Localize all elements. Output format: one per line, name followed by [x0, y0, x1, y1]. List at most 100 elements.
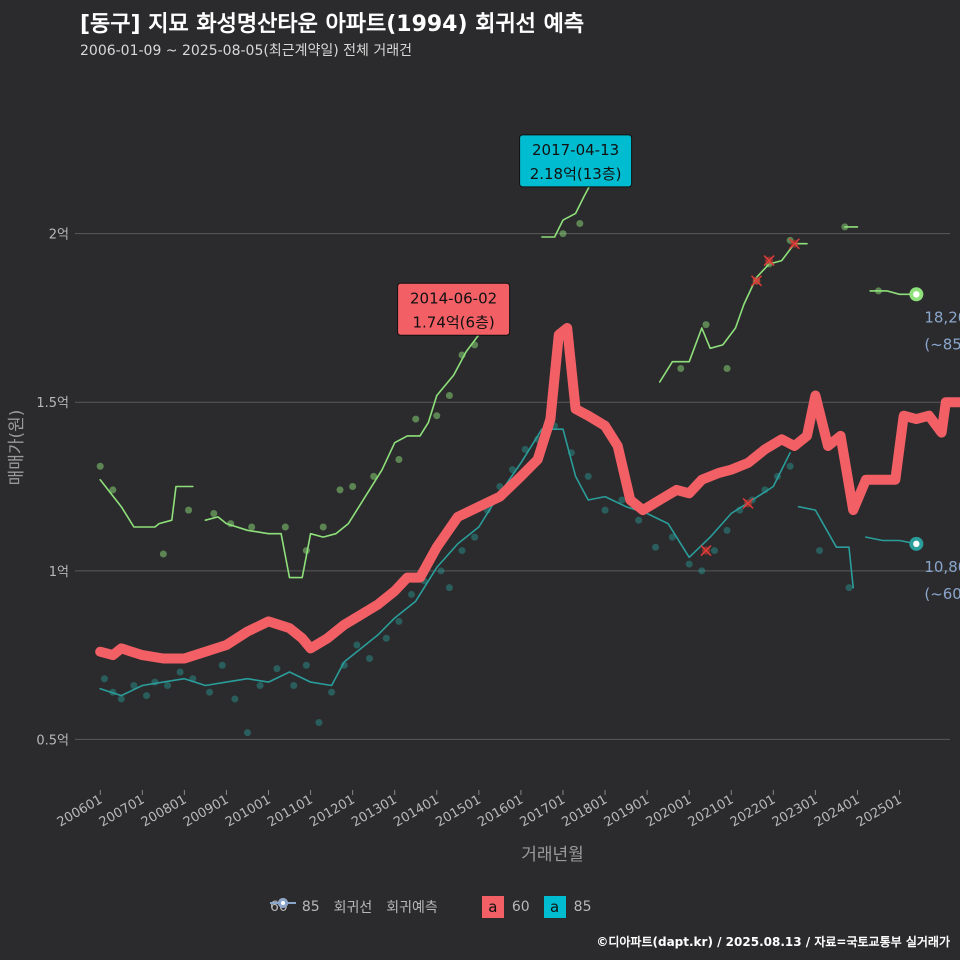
x-mark-cross	[700, 545, 712, 557]
scatter-point-85	[319, 523, 327, 531]
regression-x-mark	[750, 275, 763, 287]
x-tick-label: 201001	[223, 792, 273, 830]
scatter-point-85	[96, 462, 104, 470]
regression-x-mark	[788, 238, 800, 250]
y-axis-title: 매매가(원)	[7, 410, 27, 486]
scatter-point-60	[601, 506, 609, 514]
scatter-point-60	[273, 665, 281, 673]
x-tick-label: 202001	[644, 792, 694, 830]
series-line-85	[658, 242, 808, 383]
scatter-point-60	[315, 719, 323, 727]
annotation-date: 2017-04-13	[532, 141, 619, 159]
scatter-point-60	[130, 681, 138, 689]
y-tick-label: 1억	[49, 565, 69, 580]
scatter-point-60	[698, 567, 706, 575]
series-line-85	[99, 479, 194, 528]
x-mark-cross	[763, 255, 775, 267]
scatter-point-60	[117, 695, 125, 703]
scatter-point-60	[723, 526, 731, 534]
annotation-label-a2: 2017-04-13 2.18억(13층)	[519, 134, 633, 188]
legend-box-label-60: 60	[511, 899, 530, 915]
scatter-point-60	[256, 681, 264, 689]
scatter-point-60	[668, 533, 676, 541]
scatter-point-85	[159, 550, 167, 558]
regression-x-mark	[742, 497, 754, 509]
scatter-point-60	[395, 617, 403, 625]
series-line-60	[865, 536, 918, 545]
series-line-85	[204, 334, 480, 579]
x-tick-label: 200701	[97, 792, 147, 830]
scatter-point-60	[408, 590, 416, 598]
scatter-point-85	[281, 523, 289, 531]
scatter-point-85	[412, 415, 420, 423]
x-axis-title: 거래년월	[521, 845, 584, 865]
scatter-point-60	[635, 516, 643, 524]
scatter-point-85	[185, 506, 193, 514]
annotation-box	[397, 282, 511, 336]
legend-item-85: 85	[270, 898, 320, 915]
scatter-point-85	[433, 412, 441, 420]
x-tick-label: 201301	[349, 792, 399, 830]
legend-item-regression: 회귀선	[270, 897, 372, 917]
scatter-point-60	[521, 445, 529, 453]
scatter-point-60	[302, 661, 310, 669]
x-tick-label: 201601	[475, 792, 525, 830]
scatter-point-60	[353, 641, 361, 649]
regression-x-mark	[763, 255, 775, 267]
x-tick-label: 202301	[770, 792, 820, 830]
chart-title: [동구] 지묘 화성명산타운 아파트(1994) 회귀선 예측	[80, 12, 585, 37]
legend-label-prediction: 회귀예측	[386, 900, 438, 916]
end-point-center	[913, 540, 920, 548]
legend-key-prediction	[270, 898, 296, 908]
chart-subtitle: 2006-01-09 ~ 2025-08-05(최근계약일) 전체 거래건	[80, 43, 412, 59]
scatter-point-85	[336, 486, 344, 494]
end-label-value: 10,800	[924, 558, 960, 576]
x-tick-label: 201701	[517, 792, 567, 830]
regression-x-mark	[700, 545, 712, 557]
scatter-point-60	[382, 634, 390, 642]
scatter-point-60	[816, 547, 824, 555]
annotation-label-a1: 2014-06-02 1.74억(6층)	[397, 282, 511, 336]
legend-box-item-85: a 85	[543, 896, 592, 918]
x-tick-label: 201501	[433, 792, 483, 830]
x-tick-label: 201401	[391, 792, 441, 830]
annotation-box	[519, 134, 633, 188]
annotation-value: 2.18억(13층)	[530, 165, 622, 183]
scatter-point-60	[365, 654, 373, 662]
scatter-point-60	[445, 584, 453, 592]
scatter-point-60	[710, 547, 718, 555]
series-line-60	[99, 428, 791, 697]
scatter-point-85	[210, 509, 218, 517]
scatter-point-60	[243, 729, 251, 737]
scatter-point-85	[445, 391, 453, 399]
x-tick-label: 201901	[602, 792, 652, 830]
scatter-point-60	[685, 560, 693, 568]
x-mark-cross	[742, 497, 754, 509]
scatter-point-60	[164, 681, 172, 689]
x-tick-label: 200901	[181, 792, 231, 830]
legend-label-85: 85	[301, 899, 320, 915]
scatter-point-60	[471, 533, 479, 541]
x-mark-cross	[788, 238, 800, 250]
x-mark-cross	[750, 275, 763, 287]
x-tick-label: 202201	[728, 792, 778, 830]
x-tick-label: 200601	[55, 792, 105, 830]
legend-box-label-85: 85	[573, 899, 592, 915]
scatter-point-60	[845, 584, 853, 592]
x-tick-label: 202401	[812, 792, 862, 830]
scatter-point-85	[109, 486, 117, 494]
legend-box-85: a	[543, 896, 566, 918]
legend-box-item-60: a 60	[481, 896, 530, 918]
annotation-date: 2014-06-02	[410, 289, 497, 307]
scatter-point-85	[723, 364, 731, 372]
scatter-point-60	[437, 567, 445, 575]
end-label-value: 18,200	[924, 308, 960, 326]
scatter-point-60	[290, 681, 298, 689]
series-line-85	[541, 172, 598, 238]
x-tick-label: 201101	[265, 792, 315, 830]
scatter-point-60	[100, 675, 108, 683]
legend-item-prediction: 회귀예측	[270, 897, 438, 917]
annotation-value: 1.74억(6층)	[412, 313, 494, 331]
scatter-point-85	[677, 364, 685, 372]
